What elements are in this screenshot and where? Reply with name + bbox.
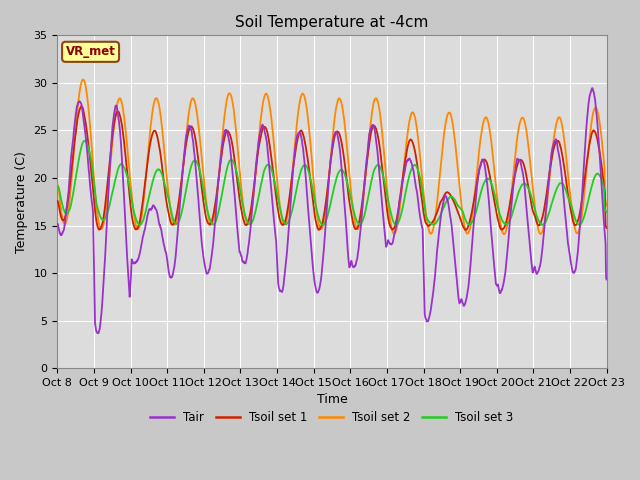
Title: Soil Temperature at -4cm: Soil Temperature at -4cm: [236, 15, 429, 30]
Y-axis label: Temperature (C): Temperature (C): [15, 151, 28, 252]
Legend: Tair, Tsoil set 1, Tsoil set 2, Tsoil set 3: Tair, Tsoil set 1, Tsoil set 2, Tsoil se…: [145, 407, 518, 429]
Text: VR_met: VR_met: [66, 45, 115, 58]
X-axis label: Time: Time: [317, 394, 348, 407]
